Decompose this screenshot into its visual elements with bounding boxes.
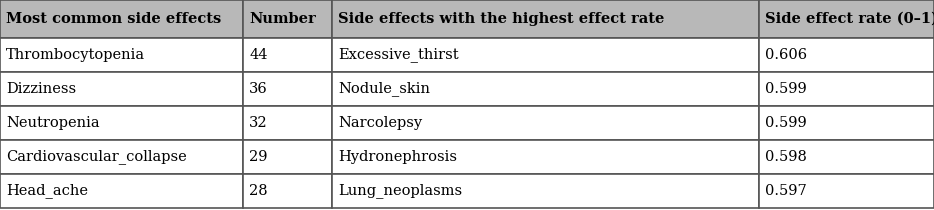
Text: Neutropenia: Neutropenia: [6, 116, 100, 130]
Text: 0.599: 0.599: [765, 82, 807, 96]
Bar: [0, 140, 243, 174]
Text: Thrombocytopenia: Thrombocytopenia: [6, 48, 145, 62]
Text: Hydronephrosis: Hydronephrosis: [338, 150, 457, 164]
Bar: [243, 72, 332, 106]
Bar: [759, 0, 934, 38]
Bar: [243, 174, 332, 208]
Text: Lung_neoplasms: Lung_neoplasms: [338, 184, 462, 198]
Bar: [759, 174, 934, 208]
Bar: [243, 106, 332, 140]
Text: Most common side effects: Most common side effects: [6, 12, 221, 26]
Text: Side effect rate (0–1): Side effect rate (0–1): [765, 12, 934, 26]
Bar: [332, 72, 759, 106]
Bar: [332, 38, 759, 72]
Text: 0.606: 0.606: [765, 48, 807, 62]
Bar: [759, 106, 934, 140]
Bar: [0, 174, 243, 208]
Bar: [759, 38, 934, 72]
Bar: [243, 140, 332, 174]
Bar: [0, 106, 243, 140]
Bar: [243, 38, 332, 72]
Bar: [332, 106, 759, 140]
Text: Nodule_skin: Nodule_skin: [338, 81, 430, 96]
Bar: [332, 140, 759, 174]
Text: 44: 44: [249, 48, 267, 62]
Text: Side effects with the highest effect rate: Side effects with the highest effect rat…: [338, 12, 664, 26]
Text: 32: 32: [249, 116, 268, 130]
Text: 36: 36: [249, 82, 268, 96]
Bar: [0, 0, 243, 38]
Text: Cardiovascular_collapse: Cardiovascular_collapse: [6, 150, 187, 164]
Bar: [759, 72, 934, 106]
Bar: [759, 140, 934, 174]
Text: 0.599: 0.599: [765, 116, 807, 130]
Bar: [0, 72, 243, 106]
Text: Narcolepsy: Narcolepsy: [338, 116, 422, 130]
Text: 29: 29: [249, 150, 267, 164]
Bar: [332, 0, 759, 38]
Text: 0.597: 0.597: [765, 184, 807, 198]
Bar: [243, 0, 332, 38]
Text: Excessive_thirst: Excessive_thirst: [338, 47, 459, 62]
Text: 0.598: 0.598: [765, 150, 807, 164]
Text: Head_ache: Head_ache: [6, 184, 88, 198]
Text: 28: 28: [249, 184, 268, 198]
Text: Dizziness: Dizziness: [6, 82, 77, 96]
Bar: [332, 174, 759, 208]
Text: Number: Number: [249, 12, 316, 26]
Bar: [0, 38, 243, 72]
